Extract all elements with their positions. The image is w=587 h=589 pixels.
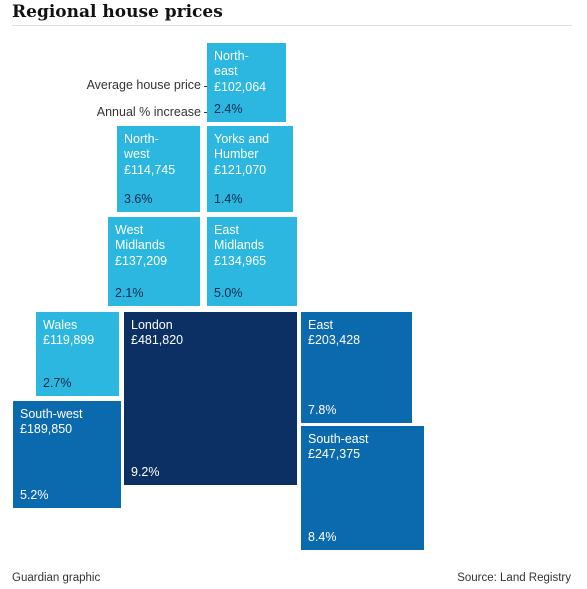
region-tile-south-west: South-west £189,850 5.2%: [13, 401, 121, 508]
region-change: 1.4%: [214, 192, 243, 206]
region-change: 2.4%: [214, 102, 243, 116]
region-change: 2.7%: [43, 376, 72, 390]
key-price-label: Average house price: [86, 78, 201, 92]
key-change-label: Annual % increase: [96, 105, 201, 119]
region-name: London: [131, 318, 173, 332]
region-tile-wales: Wales £119,899 2.7%: [36, 312, 119, 396]
title-divider: [12, 25, 572, 26]
region-change: 2.1%: [115, 286, 144, 300]
region-change: 9.2%: [131, 465, 160, 479]
region-name: South-east: [308, 432, 369, 446]
region-tile-south-east: South-east £247,375 8.4%: [301, 426, 424, 550]
region-price: £114,745: [124, 163, 176, 177]
region-price: £119,899: [43, 333, 95, 347]
region-tile-yorks: Yorks and Humber £121,070 1.4%: [207, 126, 293, 212]
region-name: Wales: [43, 318, 78, 332]
region-price: £121,070: [214, 163, 267, 177]
region-tile-east: East £203,428 7.8%: [301, 312, 412, 423]
region-tile-north-east: North- east £102,064 2.4%: [207, 43, 286, 122]
region-price: £203,428: [308, 333, 361, 347]
region-price: £247,375: [308, 447, 361, 461]
region-name: West Midlands: [115, 223, 166, 252]
region-price: £134,965: [214, 254, 267, 268]
footer-credit: Guardian graphic: [12, 572, 101, 584]
region-name: East: [308, 318, 334, 332]
region-price: £137,209: [115, 254, 168, 268]
region-name: East Midlands: [214, 223, 265, 252]
region-tile-east-midlands: East Midlands £134,965 5.0%: [207, 217, 297, 306]
region-name: South-west: [20, 407, 83, 421]
region-change: 8.4%: [308, 530, 337, 544]
region-price: £102,064: [214, 80, 267, 94]
region-change: 7.8%: [308, 403, 337, 417]
region-name: North- west: [124, 132, 159, 161]
region-name: North- east: [214, 49, 249, 78]
region-price: £189,850: [20, 422, 73, 436]
region-price: £481,820: [131, 333, 184, 347]
region-name: Yorks and Humber: [214, 132, 270, 161]
footer-source: Source: Land Registry: [457, 572, 571, 584]
region-tile-north-west: North- west £114,745 3.6%: [117, 126, 200, 212]
region-change: 3.6%: [124, 192, 153, 206]
region-tile-london: London £481,820 9.2%: [124, 312, 297, 485]
region-change: 5.0%: [214, 286, 243, 300]
region-tile-west-midlands: West Midlands £137,209 2.1%: [108, 217, 200, 306]
chart-title: Regional house prices: [12, 2, 223, 22]
region-change: 5.2%: [20, 488, 49, 502]
